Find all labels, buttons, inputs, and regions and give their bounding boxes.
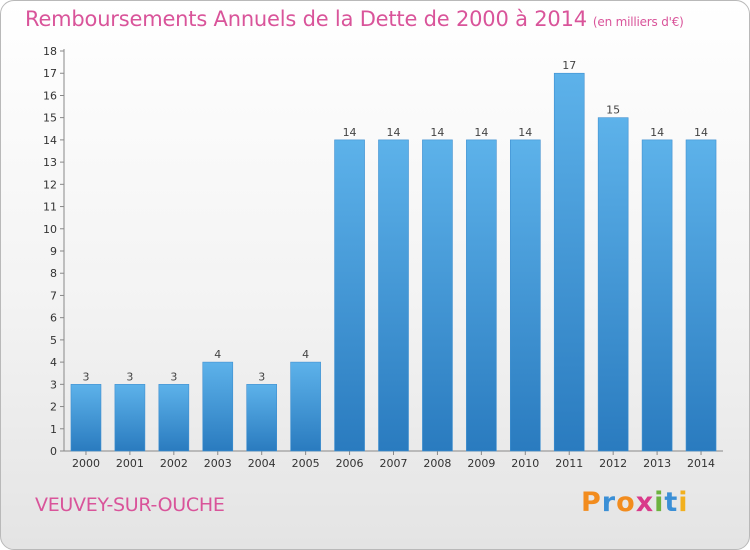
proxiti-logo-letter: t [664, 487, 679, 518]
chart-bars [70, 72, 717, 452]
x-tick-label: 2011 [555, 457, 583, 470]
proxiti-logo-letter: i [654, 487, 665, 518]
y-tick-label: 18 [43, 45, 57, 58]
proxiti-logo-letter: P [581, 487, 602, 518]
proxiti-logo-letter: r [601, 487, 617, 518]
bar-2003 [202, 361, 234, 452]
x-tick-label: 2008 [423, 457, 451, 470]
bar-2010 [509, 139, 541, 452]
data-label-2011: 17 [562, 59, 576, 72]
x-tick-label: 2005 [292, 457, 320, 470]
y-tick-label: 12 [43, 178, 57, 191]
y-tick-label: 17 [43, 67, 57, 80]
proxiti-logo-letter: x [635, 487, 655, 518]
bar-2009 [466, 139, 497, 452]
x-tick-label: 2010 [511, 457, 539, 470]
y-tick-label: 4 [50, 356, 57, 369]
y-tick-label: 14 [43, 134, 57, 147]
data-label-2006: 14 [343, 126, 357, 139]
y-tick-label: 0 [50, 445, 57, 458]
x-tick-label: 2013 [643, 457, 671, 470]
data-label-2000: 3 [82, 370, 89, 383]
chart-title: Remboursements Annuels de la Dette de 20… [25, 7, 684, 31]
data-label-2005: 4 [302, 348, 309, 361]
y-tick-label: 1 [50, 423, 57, 436]
y-tick-label: 11 [43, 201, 57, 214]
data-label-2014: 14 [694, 126, 708, 139]
bar-2002 [158, 384, 190, 452]
commune-name: VEUVEY-SUR-OUCHE [35, 494, 225, 516]
x-tick-label: 2002 [160, 457, 188, 470]
y-tick-label: 9 [50, 245, 57, 258]
y-tick-label: 10 [43, 223, 57, 236]
x-tick-label: 2003 [204, 457, 232, 470]
bar-2005 [290, 361, 321, 452]
bar-2008 [422, 139, 453, 452]
proxiti-logo: Proxiti [581, 487, 689, 518]
data-label-2001: 3 [126, 370, 133, 383]
bar-2014 [685, 139, 717, 452]
chart-data-labels: 3 3 3 4 3 4 14 14 14 14 14 17 15 14 14 [82, 59, 708, 383]
x-tick-label: 2006 [336, 457, 364, 470]
x-tick-label: 2014 [687, 457, 715, 470]
x-tick-label: 2009 [467, 457, 495, 470]
y-tick-label: 13 [43, 156, 57, 169]
chart-subtitle: (en milliers d'€) [592, 15, 684, 29]
x-tick-label: 2001 [116, 457, 144, 470]
proxiti-logo-letter: i [678, 487, 689, 518]
proxiti-logo-letter: o [616, 487, 636, 518]
x-tick-label: 2007 [380, 457, 408, 470]
data-label-2013: 14 [650, 126, 664, 139]
bar-2011 [553, 72, 585, 452]
x-tick-label: 2000 [72, 457, 100, 470]
y-tick-label: 15 [43, 112, 57, 125]
data-label-2012: 15 [606, 104, 620, 117]
bar-2013 [641, 139, 673, 452]
bar-2007 [378, 139, 409, 452]
y-tick-label: 7 [50, 289, 57, 302]
data-label-2009: 14 [474, 126, 488, 139]
bar-2006 [334, 139, 365, 452]
data-label-2003: 4 [214, 348, 221, 361]
bar-2000 [70, 384, 102, 452]
y-tick-label: 3 [50, 378, 57, 391]
y-tick-label: 2 [50, 401, 57, 414]
bar-2001 [114, 384, 146, 452]
bar-2004 [246, 384, 277, 452]
y-tick-label: 5 [50, 334, 57, 347]
y-tick-label: 16 [43, 89, 57, 102]
data-label-2010: 14 [518, 126, 532, 139]
data-label-2002: 3 [170, 370, 177, 383]
y-tick-label: 6 [50, 312, 57, 325]
data-label-2007: 14 [387, 126, 401, 139]
data-label-2004: 3 [258, 370, 265, 383]
y-tick-label: 8 [50, 267, 57, 280]
data-label-2008: 14 [430, 126, 444, 139]
bar-2012 [597, 117, 629, 452]
x-tick-label: 2004 [248, 457, 276, 470]
x-tick-label: 2012 [599, 457, 627, 470]
